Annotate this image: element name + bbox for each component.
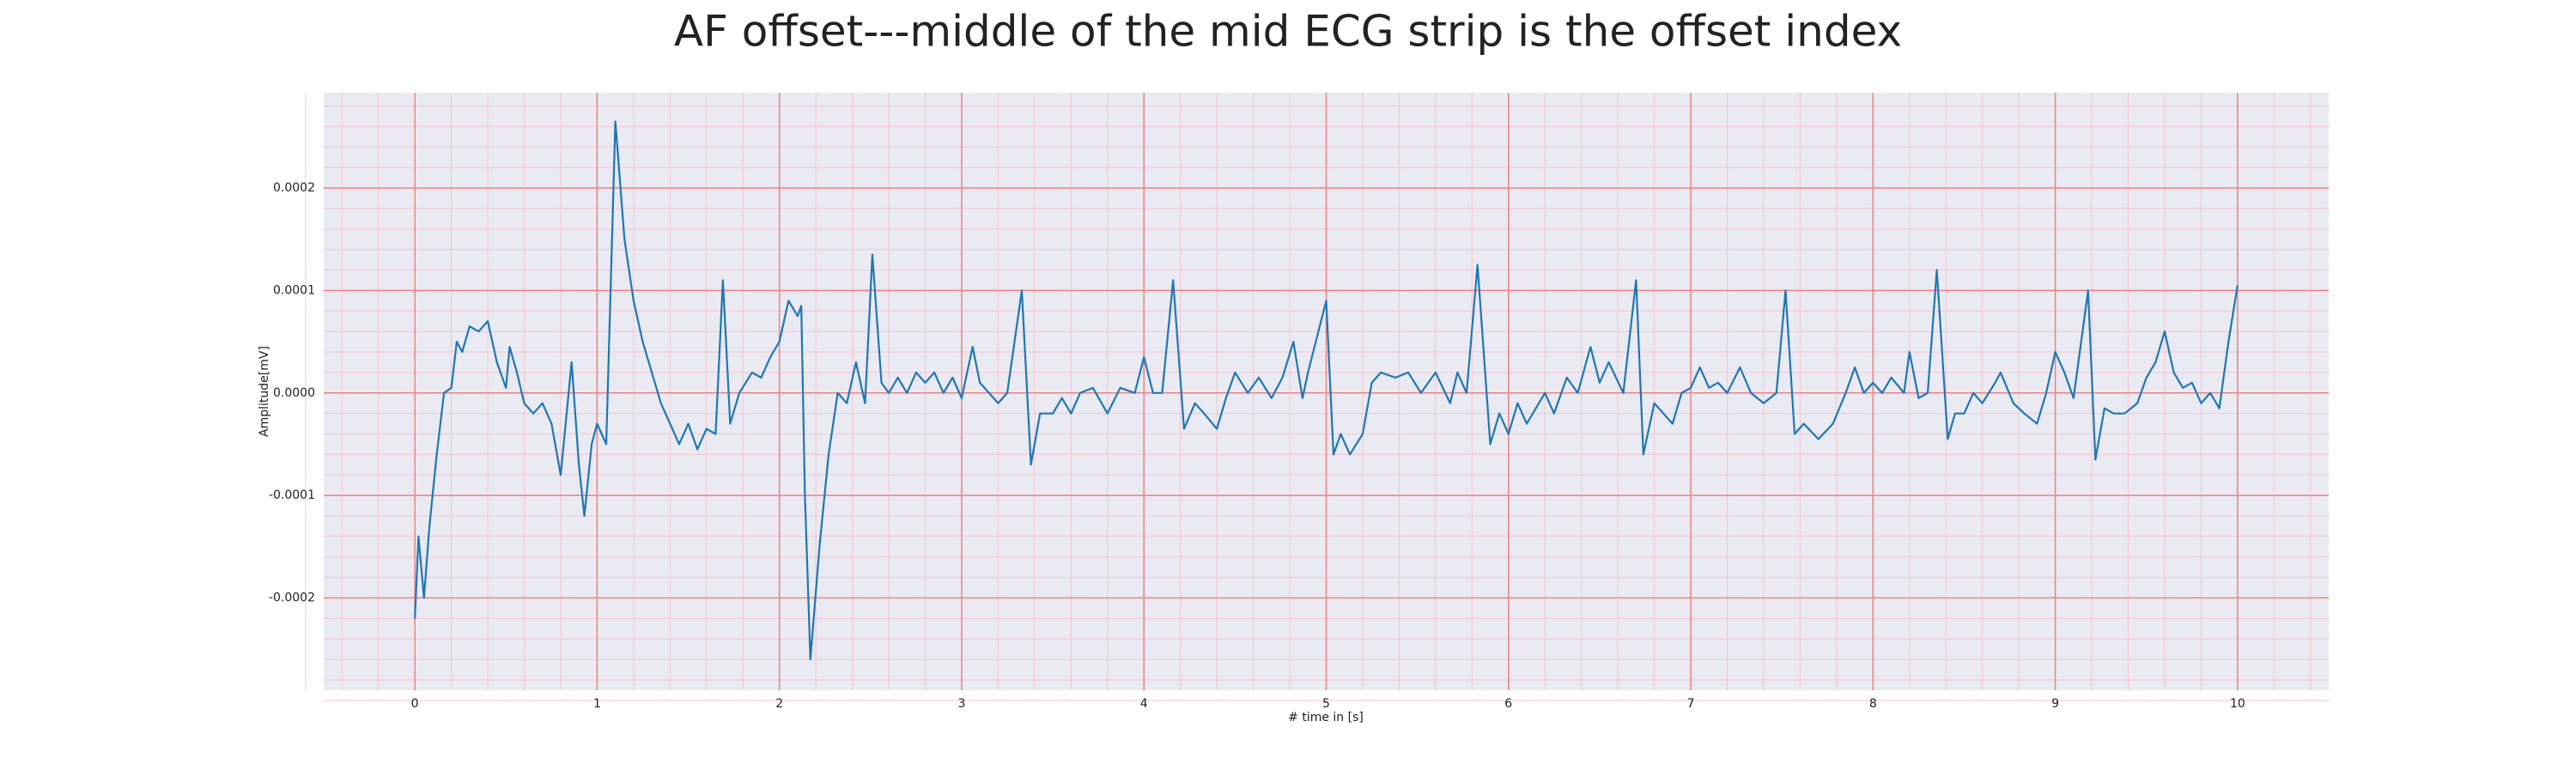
grid — [305, 93, 2329, 701]
x-tick-label: 10 — [2230, 697, 2245, 711]
y-axis-label: Amplitude[mV] — [258, 346, 271, 437]
ecg-line — [414, 120, 2239, 661]
x-axis-label: # time in [s] — [1288, 711, 1364, 724]
x-tick-label: 9 — [2051, 697, 2059, 711]
x-tick-label: 1 — [593, 697, 601, 711]
x-tick-label: 3 — [957, 697, 965, 711]
x-tick-label: 8 — [1869, 697, 1877, 711]
y-tick-label: -0.0002 — [269, 591, 315, 605]
x-tick-label: 5 — [1322, 697, 1330, 711]
y-tick-label: -0.0001 — [269, 488, 315, 502]
y-tick-label: 0.0001 — [273, 283, 315, 297]
x-tick-label: 7 — [1687, 697, 1695, 711]
x-tick-label: 6 — [1504, 697, 1512, 711]
x-tick-label: 4 — [1140, 697, 1148, 711]
y-tick-label: 0.0002 — [273, 181, 315, 195]
x-tick-label: 2 — [775, 697, 783, 711]
y-tick-label: 0.0000 — [273, 386, 315, 400]
chart-title: AF offset---middle of the mid ECG strip … — [674, 7, 1902, 57]
x-tick-label: 0 — [411, 697, 419, 711]
